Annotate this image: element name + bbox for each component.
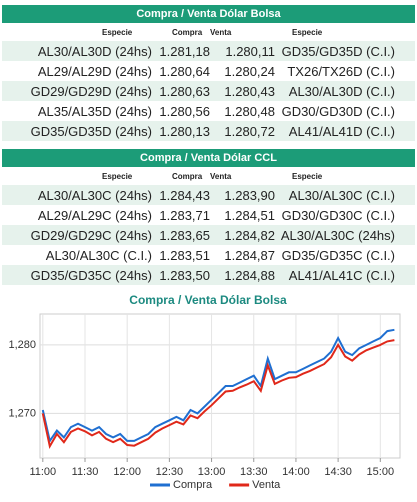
column-header: Especie (102, 28, 133, 37)
legend-label: Compra (173, 479, 213, 491)
table-row: AL30/AL30C (C.I.) 1.283,51 1.284,87 GD35/GD… (2, 245, 415, 265)
cell: 1.283,90 (224, 188, 275, 203)
cell: 1.280,13 (159, 124, 210, 139)
cell: GD35/GD35C (C.I.) (281, 248, 395, 263)
cell: 1.280,48 (224, 104, 275, 119)
line-series (41, 328, 395, 444)
column-header: Compra (172, 28, 203, 37)
cell: 1.283,65 (159, 228, 210, 243)
cell: GD35/GD35C (24hs) (30, 268, 152, 283)
cell: GD30/GD30C (C.I.) (281, 208, 395, 223)
x-tick-label: 12:00 (113, 466, 141, 478)
column-header: Venta (210, 28, 232, 37)
cell: AL30/AL30C (C.I.) (288, 188, 395, 203)
line-series (41, 339, 395, 450)
cell: 1.280,56 (159, 104, 210, 119)
table: Compra / Venta Dólar Bolsa Especie Compra… (2, 5, 415, 141)
cell: GD35/GD35D (C.I.) (281, 44, 395, 59)
plot-area (39, 313, 401, 459)
column-header: Compra (172, 172, 203, 181)
cell: GD29/GD29D (24hs) (30, 84, 152, 99)
cell: 1.283,71 (159, 208, 210, 223)
table-row: GD29/GD29D (24hs) 1.280,63 1.280,43 AL30/AL… (2, 81, 415, 101)
x-tick-label: 14:00 (282, 466, 310, 478)
x-tick-label: 11:30 (72, 466, 99, 478)
cell: 1.284,87 (224, 248, 275, 263)
column-header: Especie (102, 172, 133, 181)
column-header-row: Especie Compra Venta Especie (2, 23, 415, 41)
column-header: Venta (210, 172, 232, 181)
table-title: Compra / Venta Dólar CCL (2, 149, 415, 167)
y-tick-label: 1,270 (8, 407, 36, 419)
cell: 1.280,72 (224, 124, 275, 139)
chart: Compra / Venta Dólar Bolsa 1,270 1,280 11:… (8, 293, 401, 491)
y-tick-label: 1,280 (8, 339, 36, 351)
cell: AL41/AL41D (C.I.) (288, 124, 395, 139)
cell: 1.280,43 (224, 84, 275, 99)
cell: AL29/AL29D (24hs) (37, 64, 152, 79)
table-title: Compra / Venta Dólar Bolsa (2, 5, 415, 23)
table-row: AL30/AL30D (24hs) 1.281,18 1.280,11 GD35/GD… (2, 41, 415, 61)
cell: 1.283,50 (159, 268, 210, 283)
table-row: GD29/GD29C (24hs) 1.283,65 1.284,82 AL30/AL… (2, 225, 415, 245)
x-tick-label: 15:00 (367, 466, 395, 478)
cell: TX26/TX26D (C.I.) (287, 64, 395, 79)
cell: AL35/AL35D (24hs) (37, 104, 152, 119)
column-header: Especie (292, 172, 323, 181)
chart-title: Compra / Venta Dólar Bolsa (129, 293, 287, 307)
cell: 1.284,51 (224, 208, 275, 223)
cell: AL41/AL41C (C.I.) (288, 268, 395, 283)
cell: GD35/GD35D (24hs) (30, 124, 152, 139)
x-tick-label: 13:30 (240, 466, 268, 478)
cell: AL29/AL29C (24hs) (37, 208, 152, 223)
x-tick-label: 12:30 (156, 466, 184, 478)
column-header-row: Especie Compra Venta Especie (2, 167, 415, 185)
x-tick-label: 13:00 (198, 466, 226, 478)
table-row: GD35/GD35C (24hs) 1.283,50 1.284,88 AL41/AL… (2, 265, 415, 285)
cell: 1.280,24 (224, 64, 275, 79)
cell: 1.280,11 (225, 44, 275, 59)
cell: AL30/AL30C (24hs) (37, 188, 152, 203)
cell: GD29/GD29C (24hs) (30, 228, 152, 243)
x-tick-label: 11:00 (29, 466, 56, 478)
table-row: AL29/AL29D (24hs) 1.280,64 1.280,24 TX26/TX… (2, 61, 415, 81)
table-row: AL29/AL29C (24hs) 1.283,71 1.284,51 GD30/GD… (2, 205, 415, 225)
cell: AL30/AL30C (C.I.) (45, 248, 152, 263)
cell: 1.284,88 (224, 268, 275, 283)
table-row: AL30/AL30C (24hs) 1.284,43 1.283,90 AL30/AL… (2, 185, 415, 205)
cell: 1.284,43 (159, 188, 210, 203)
cell: 1.283,51 (159, 248, 210, 263)
table: Compra / Venta Dólar CCL Especie Compra Ve… (2, 149, 415, 285)
x-tick-label: 14:30 (324, 466, 352, 478)
cell: AL30/AL30D (C.I.) (288, 84, 395, 99)
cell: AL30/AL30D (24hs) (37, 44, 152, 59)
table-row: GD35/GD35D (24hs) 1.280,13 1.280,72 AL41/AL… (2, 121, 415, 141)
cell: 1.280,64 (159, 64, 210, 79)
table-row: AL35/AL35D (24hs) 1.280,56 1.280,48 GD30/GD… (2, 101, 415, 121)
legend-label: Venta (252, 479, 281, 491)
cell: 1.280,63 (159, 84, 210, 99)
cell: 1.281,18 (159, 44, 210, 59)
cell: AL30/AL30C (24hs) (280, 228, 395, 243)
column-header: Especie (292, 28, 323, 37)
cell: GD30/GD30D (C.I.) (281, 104, 395, 119)
cell: 1.284,82 (224, 228, 275, 243)
